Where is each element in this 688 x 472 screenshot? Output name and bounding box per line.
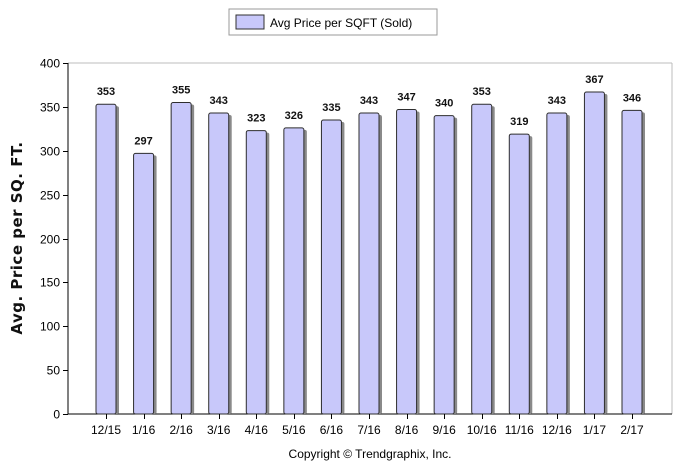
y-tick-label: 300 bbox=[40, 145, 60, 159]
legend: Avg Price per SQFT (Sold) bbox=[228, 8, 438, 36]
x-tick-label: 8/16 bbox=[395, 423, 419, 437]
bar bbox=[433, 115, 455, 415]
bar bbox=[245, 130, 267, 415]
x-tick-label: 2/16 bbox=[169, 423, 193, 437]
bar-value-label: 343 bbox=[360, 95, 378, 107]
bar-value-label: 343 bbox=[548, 95, 566, 107]
x-tick-label: 1/17 bbox=[583, 423, 607, 437]
x-tick-label: 9/16 bbox=[432, 423, 456, 437]
bar bbox=[283, 127, 305, 415]
bar-value-label: 343 bbox=[210, 95, 228, 107]
x-tick-label: 2/17 bbox=[620, 423, 644, 437]
legend-label: Avg Price per SQFT (Sold) bbox=[270, 16, 412, 30]
bar-value-label: 367 bbox=[585, 74, 603, 86]
y-tick-label: 200 bbox=[40, 233, 60, 247]
legend-swatch bbox=[235, 14, 265, 30]
x-tick-label: 11/16 bbox=[505, 423, 534, 437]
y-tick-label: 350 bbox=[40, 101, 60, 115]
x-tick-label: 12/16 bbox=[542, 423, 572, 437]
y-axis-title: Avg. Price per SQ. FT. bbox=[8, 141, 26, 334]
y-tick-label: 50 bbox=[47, 364, 61, 378]
bars: 353 297 355 343 323 326 335 343 347 340 353 319 343 3… bbox=[95, 74, 645, 415]
bar-value-label: 347 bbox=[397, 92, 415, 104]
bar-value-label: 353 bbox=[97, 86, 115, 98]
bar bbox=[170, 101, 192, 415]
y-tick-label: 150 bbox=[40, 276, 60, 290]
bar bbox=[508, 133, 530, 415]
bar-value-label: 326 bbox=[285, 110, 303, 122]
y-tick-label: 0 bbox=[53, 408, 60, 422]
bar bbox=[320, 119, 342, 415]
bar bbox=[133, 152, 155, 415]
x-tick-label: 12/15 bbox=[91, 423, 121, 437]
bar bbox=[208, 112, 230, 415]
bar bbox=[95, 103, 117, 415]
bar-value-label: 297 bbox=[134, 135, 152, 147]
bar-value-label: 353 bbox=[473, 86, 491, 98]
x-tick-label: 1/16 bbox=[132, 423, 156, 437]
x-tick-label: 6/16 bbox=[320, 423, 344, 437]
x-tick-label: 4/16 bbox=[245, 423, 269, 437]
bar-value-label: 335 bbox=[322, 102, 340, 114]
copyright-text: Copyright © Trendgraphix, Inc. bbox=[289, 447, 452, 461]
bar bbox=[396, 109, 418, 415]
y-axis-ticks: 0 50 100 150 200 250 300 350 400 bbox=[40, 57, 68, 422]
bar bbox=[358, 112, 380, 415]
x-axis-ticks: 12/15 1/16 2/16 3/16 4/16 5/16 6/16 7/16 8/16 9/1… bbox=[91, 414, 644, 437]
bar bbox=[546, 112, 568, 415]
x-tick-label: 5/16 bbox=[282, 423, 306, 437]
y-tick-label: 100 bbox=[40, 320, 60, 334]
x-tick-label: 7/16 bbox=[357, 423, 381, 437]
bar-value-label: 340 bbox=[435, 98, 453, 110]
bar-value-label: 323 bbox=[247, 113, 265, 125]
bar-value-label: 355 bbox=[172, 84, 190, 96]
bar bbox=[471, 103, 493, 415]
bar-value-label: 319 bbox=[510, 116, 528, 128]
y-tick-label: 400 bbox=[40, 57, 60, 71]
bar bbox=[583, 91, 605, 415]
x-tick-label: 3/16 bbox=[207, 423, 231, 437]
bar-value-label: 346 bbox=[623, 92, 641, 104]
x-tick-label: 10/16 bbox=[467, 423, 497, 437]
bar bbox=[621, 109, 643, 415]
y-tick-label: 250 bbox=[40, 189, 60, 203]
